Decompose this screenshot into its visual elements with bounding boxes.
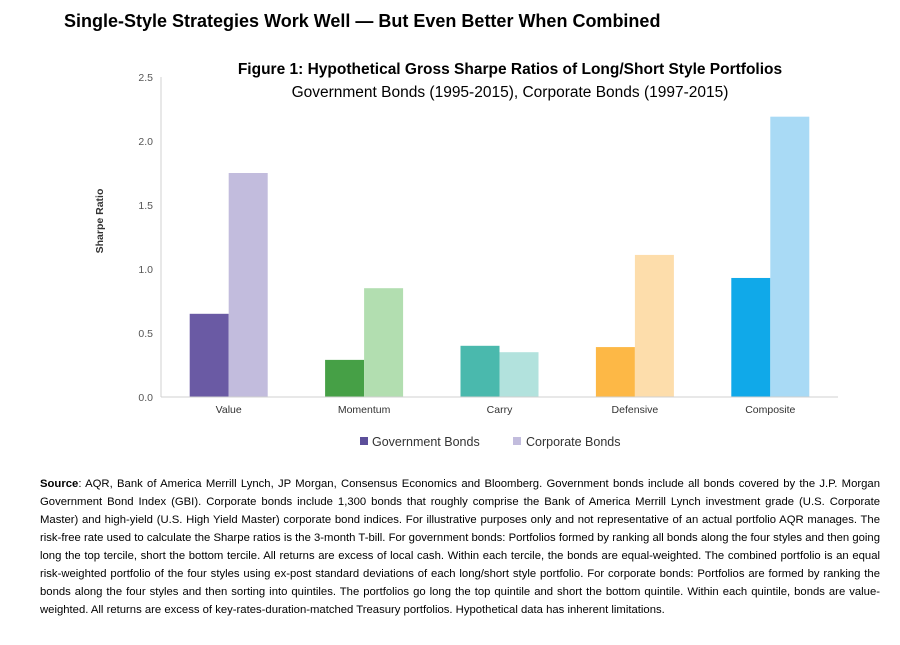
- y-axis: 0.0 0.5 1.0 1.5 2.0 2.5: [138, 72, 162, 404]
- bar-carry-corporate-bonds: [499, 352, 539, 397]
- bar-composite-corporate-bonds: [770, 116, 810, 398]
- legend-swatch-government-bonds: [360, 437, 368, 445]
- y-tick-label: 2.5: [138, 72, 153, 84]
- x-tick-label-composite: Composite: [745, 404, 795, 416]
- bar-defensive-corporate-bonds: [634, 254, 674, 397]
- y-tick-label: 1.0: [138, 264, 153, 276]
- chart-subtitle: Government Bonds (1995-2015), Corporate …: [292, 84, 729, 101]
- bar-value-government-bonds: [189, 313, 229, 397]
- y-tick-label: 2.0: [138, 136, 153, 148]
- legend-label-government-bonds: Government Bonds: [372, 435, 480, 449]
- x-axis: Value Momentum Carry Defensive Composite: [161, 396, 838, 416]
- sharpe-ratio-chart: Figure 1: Hypothetical Gross Sharpe Rati…: [94, 61, 838, 449]
- bar-value-corporate-bonds: [228, 173, 268, 397]
- source-note: Source: AQR, Bank of America Merrill Lyn…: [40, 475, 880, 619]
- legend: Government Bonds Corporate Bonds: [360, 435, 621, 449]
- y-tick-label: 0.5: [138, 328, 153, 340]
- source-label: Source: [40, 478, 79, 490]
- x-tick-label-carry: Carry: [487, 404, 513, 416]
- bar-carry-government-bonds: [460, 345, 500, 397]
- bar-momentum-corporate-bonds: [364, 288, 404, 397]
- legend-label-corporate-bonds: Corporate Bonds: [526, 435, 621, 449]
- y-tick-label: 1.5: [138, 200, 153, 212]
- bar-area: [189, 116, 810, 398]
- x-tick-label-defensive: Defensive: [612, 404, 659, 416]
- source-text: : AQR, Bank of America Merrill Lynch, JP…: [40, 478, 880, 616]
- y-tick-label: 0.0: [138, 392, 153, 404]
- bar-composite-government-bonds: [731, 277, 771, 397]
- x-tick-label-momentum: Momentum: [338, 404, 391, 416]
- legend-swatch-corporate-bonds: [513, 437, 521, 445]
- bar-momentum-government-bonds: [325, 359, 365, 397]
- bar-defensive-government-bonds: [595, 347, 635, 397]
- x-tick-label-value: Value: [216, 404, 242, 416]
- y-axis-label: Sharpe Ratio: [94, 189, 106, 254]
- chart-title: Figure 1: Hypothetical Gross Sharpe Rati…: [238, 61, 782, 78]
- page-heading: Single-Style Strategies Work Well — But …: [64, 11, 661, 31]
